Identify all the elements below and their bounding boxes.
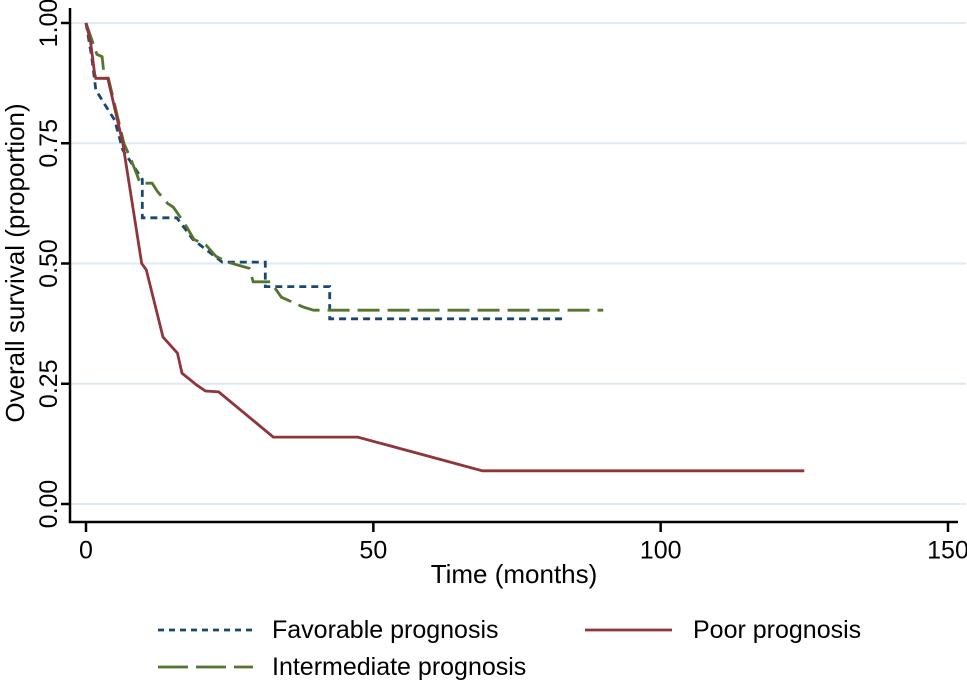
x-tick-label: 0 — [79, 537, 93, 565]
y-tick-label: 0.00 — [35, 480, 63, 529]
y-tick-label: 0.50 — [35, 239, 63, 288]
x-tick-label: 50 — [359, 537, 387, 565]
intermediate-prognosis-curve — [84, 22, 604, 312]
axis-ticks — [61, 21, 950, 532]
y-tick-label: 0.25 — [35, 359, 63, 408]
legend-favorable-label: Favorable prognosis — [272, 616, 499, 644]
x-axis-title: Time (months) — [431, 559, 598, 589]
x-tick-label: 100 — [640, 537, 682, 565]
gridlines — [70, 22, 966, 505]
legend: Favorable prognosis Poor prognosis Inter… — [158, 616, 861, 681]
y-tick-label: 1.00 — [35, 0, 63, 47]
favorable-prognosis-curve — [84, 22, 563, 321]
legend-intermediate-label: Intermediate prognosis — [272, 653, 526, 681]
y-axis-title: Overall survival (proportion) — [0, 103, 30, 422]
poor-prognosis-curve — [84, 22, 805, 473]
y-tick-label: 0.75 — [35, 119, 63, 168]
survival-curves — [84, 22, 805, 473]
legend-poor-label: Poor prognosis — [693, 616, 861, 644]
x-tick-label: 150 — [927, 537, 967, 565]
axis-tick-labels: 1.00 0.75 0.50 0.25 0.00 0 50 100 150 — [35, 0, 967, 565]
